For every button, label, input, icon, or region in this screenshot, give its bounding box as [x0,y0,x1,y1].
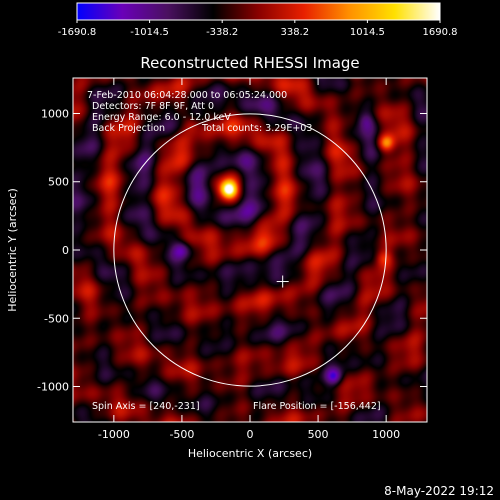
x-tick-label: 0 [247,428,254,441]
chart-title: Reconstructed RHESSI Image [140,54,359,72]
colorbar-tick-label: 338.2 [280,27,309,38]
footer-date: 8-May-2022 19:12 [384,484,494,498]
colorbar-tick-label: 1690.8 [423,27,458,38]
colorbar-tick-label: -1014.5 [130,27,169,38]
y-tick-label: -1000 [37,381,69,394]
annotation-method: Back Projection [92,123,165,134]
y-tick-label: -500 [44,312,69,325]
colorbar: -1690.8 -1014.5 -338.2 338.2 1014.5 1690.8 [58,2,458,38]
y-axis-label: Heliocentric Y (arcsec) [6,188,19,312]
y-axis-ticks: 1000 500 0 -500 -1000 [37,107,427,394]
y-tick-label: 1000 [41,107,69,120]
annotation-total-counts: Total counts: 3.29E+03 [201,123,312,134]
annotation-time-range: 7-Feb-2010 06:04:28.000 to 06:05:24.000 [87,90,287,101]
x-tick-label: -500 [169,428,194,441]
solar-limb [113,113,387,387]
colorbar-tick-label: -338.2 [206,27,238,38]
annotation-detectors: Detectors: 7F 8F 9F, Att 0 [92,101,214,112]
colorbar-ticks: -1690.8 -1014.5 -338.2 338.2 1014.5 1690.8 [58,20,458,38]
annotation-energy-range: Energy Range: 6.0 - 12.0 keV [92,112,231,123]
spin-axis-marker [276,275,289,288]
heatmap-image [73,78,427,422]
colorbar-tick-label: -1690.8 [58,27,97,38]
x-axis-label: Heliocentric X (arcsec) [188,447,312,460]
annotation-spin-axis: Spin Axis = [240,-231] [92,401,200,412]
colorbar-gradient [76,2,441,21]
x-axis-ticks: -1000 -500 0 500 1000 [98,78,400,441]
x-tick-label: 500 [308,428,329,441]
x-tick-label: 1000 [372,428,400,441]
annotation-flare-position: Flare Position = [-156,442] [253,401,381,412]
y-tick-label: 0 [62,244,69,257]
x-tick-label: -1000 [98,428,130,441]
colorbar-tick-label: 1014.5 [350,27,385,38]
y-tick-label: 500 [48,176,69,189]
